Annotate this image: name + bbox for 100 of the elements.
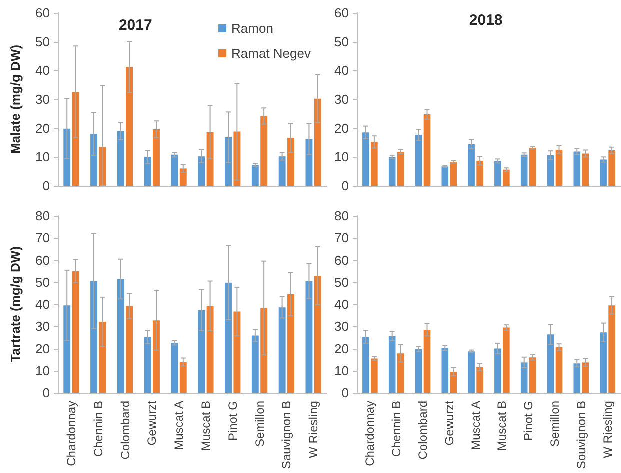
x-tick-label: Muscat A xyxy=(468,401,483,450)
chart-title: 2017 xyxy=(118,17,152,34)
bar xyxy=(314,98,322,186)
x-tick-label: W Riesling xyxy=(600,401,615,458)
bar xyxy=(234,312,241,393)
y-tick-label: 50 xyxy=(36,34,50,50)
bar xyxy=(371,142,378,186)
bar xyxy=(288,138,294,186)
y-tick-label: 60 xyxy=(334,6,349,20)
bar xyxy=(117,279,124,393)
x-tick-label: Chennin B xyxy=(390,401,404,458)
bar xyxy=(450,162,458,186)
bar xyxy=(574,152,581,186)
y-tick-label: 50 xyxy=(334,274,349,290)
y-tick-label: 20 xyxy=(334,341,349,356)
x-tick-label: Muscat B xyxy=(198,401,213,452)
bar xyxy=(450,372,458,393)
y-tick-label: 60 xyxy=(36,6,50,20)
x-tick-label: Pinot G xyxy=(522,401,536,442)
y-tick-label: 0 xyxy=(42,178,50,194)
bar xyxy=(180,168,187,186)
bar xyxy=(225,138,232,186)
x-tick-label: Gewurzt xyxy=(145,400,160,446)
y-tick-label: 30 xyxy=(334,92,349,107)
bar xyxy=(260,308,268,393)
y-tick-label: 40 xyxy=(334,63,349,78)
bar xyxy=(260,116,268,186)
bar xyxy=(529,358,536,393)
y-tick-label: 20 xyxy=(36,120,50,136)
bar xyxy=(476,160,484,186)
bar xyxy=(494,161,502,186)
x-tick-label: Gewurzt xyxy=(442,400,456,446)
bar xyxy=(198,310,206,393)
y-tick-label: 80 xyxy=(36,208,50,224)
y-tick-label: 50 xyxy=(36,274,50,290)
bar xyxy=(520,154,528,186)
chart-title: 2018 xyxy=(469,12,503,29)
bar xyxy=(153,129,160,186)
bar xyxy=(600,160,607,186)
bar xyxy=(494,348,502,393)
bar xyxy=(468,352,475,393)
bar xyxy=(117,131,124,186)
bar xyxy=(314,276,322,393)
bar xyxy=(415,134,422,186)
x-tick-label: Semillon xyxy=(548,401,562,448)
bar xyxy=(520,362,528,393)
bar xyxy=(503,328,510,393)
y-tick-label: 10 xyxy=(334,150,349,165)
bar xyxy=(206,132,214,186)
bar xyxy=(397,354,404,393)
x-tick-label: Muscat A xyxy=(172,401,186,450)
y-tick-label: 70 xyxy=(36,230,50,246)
bar xyxy=(252,336,259,393)
y-tick-label: 70 xyxy=(334,230,349,246)
bar xyxy=(582,362,590,393)
y-axis-title: Malate (mg/g DW) xyxy=(8,44,23,154)
bar xyxy=(126,306,134,393)
x-tick-label: Chardonnay xyxy=(64,401,78,466)
bar xyxy=(64,128,71,186)
y-tick-label: 10 xyxy=(334,363,349,378)
y-tick-label: 20 xyxy=(334,120,349,136)
bar xyxy=(547,334,554,393)
bar xyxy=(171,154,178,186)
bar xyxy=(476,367,484,393)
bar xyxy=(90,281,98,393)
bar xyxy=(153,320,160,393)
bar xyxy=(556,150,563,186)
legend-label: Ramon xyxy=(232,21,274,36)
bar xyxy=(288,294,294,393)
bar xyxy=(529,148,536,186)
y-tick-label: 30 xyxy=(36,92,50,107)
y-tick-label: 40 xyxy=(36,63,50,78)
bar xyxy=(126,67,134,186)
x-tick-label: Sauvignon B xyxy=(280,401,294,470)
bar xyxy=(72,92,80,186)
bar xyxy=(388,157,396,186)
x-tick-label: Pinot G xyxy=(226,401,240,442)
bar xyxy=(64,306,71,393)
x-tick-label: Colombard xyxy=(118,401,132,460)
y-tick-label: 80 xyxy=(334,208,349,224)
bar xyxy=(252,165,259,186)
bar xyxy=(171,343,178,393)
bar xyxy=(144,157,152,186)
y-tick-label: 0 xyxy=(342,386,349,400)
y-tick-label: 20 xyxy=(36,341,50,356)
x-tick-label: W Riesling xyxy=(306,401,321,458)
bar xyxy=(198,156,206,186)
y-tick-label: 30 xyxy=(334,319,349,334)
bar xyxy=(206,306,214,393)
bar xyxy=(180,362,187,393)
y-tick-label: 10 xyxy=(36,150,50,165)
bar xyxy=(442,348,449,393)
x-tick-label: Muscat B xyxy=(495,401,510,452)
y-axis-title: Tartrate (mg/g DW) xyxy=(8,246,23,363)
bar xyxy=(388,336,396,393)
y-tick-label: 40 xyxy=(334,297,349,312)
bar xyxy=(582,154,590,186)
bar xyxy=(442,166,449,186)
y-tick-label: 50 xyxy=(334,34,349,50)
x-tick-label: Souvignon B xyxy=(574,401,588,470)
